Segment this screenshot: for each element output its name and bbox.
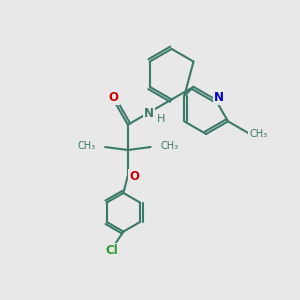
Text: CH₃: CH₃: [249, 129, 267, 139]
Text: CH₃: CH₃: [77, 141, 96, 152]
Text: H: H: [157, 114, 165, 124]
Text: CH₃: CH₃: [160, 141, 178, 152]
Text: O: O: [109, 91, 119, 104]
Text: N: N: [144, 107, 154, 120]
Text: Cl: Cl: [106, 244, 118, 257]
Text: N: N: [214, 92, 224, 104]
Text: O: O: [129, 170, 140, 183]
